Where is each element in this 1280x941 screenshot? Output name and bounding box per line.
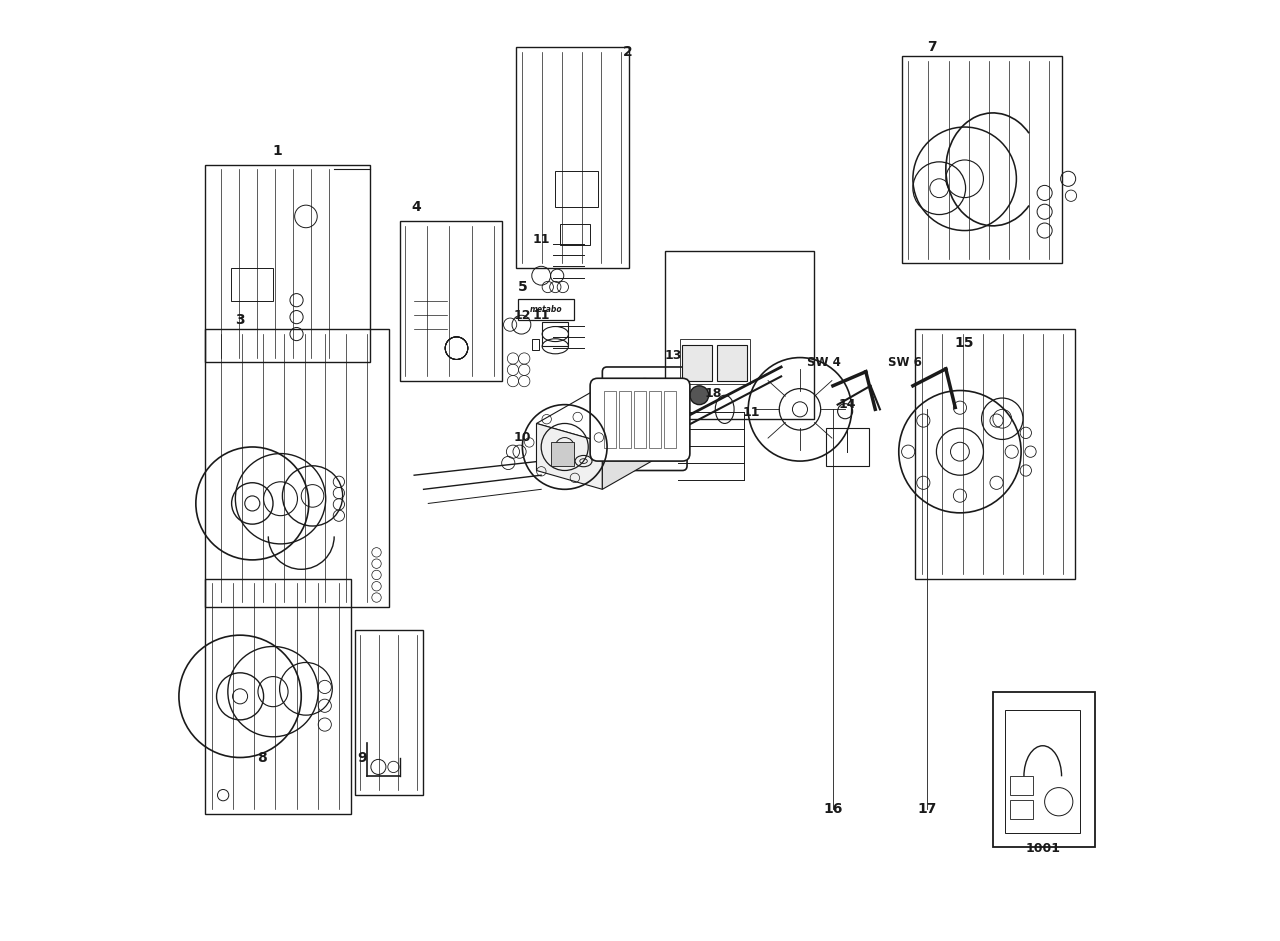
Text: 18: 18 bbox=[705, 387, 722, 400]
Bar bbox=[680, 339, 750, 384]
Text: 3: 3 bbox=[236, 313, 244, 327]
Bar bbox=[635, 391, 645, 448]
Bar bbox=[620, 391, 631, 448]
Text: 7: 7 bbox=[927, 40, 937, 54]
Bar bbox=[915, 329, 1075, 579]
Bar bbox=[543, 322, 568, 346]
Bar bbox=[827, 428, 869, 466]
Text: 13: 13 bbox=[664, 349, 682, 362]
FancyBboxPatch shape bbox=[603, 367, 687, 470]
Text: 14: 14 bbox=[838, 398, 856, 411]
Bar bbox=[1010, 776, 1033, 795]
Bar bbox=[556, 171, 598, 207]
Circle shape bbox=[690, 386, 709, 405]
Text: SW 6: SW 6 bbox=[888, 356, 923, 369]
Text: 9: 9 bbox=[357, 751, 367, 764]
Text: 8: 8 bbox=[257, 751, 266, 764]
Bar bbox=[901, 56, 1061, 263]
Text: 12: 12 bbox=[513, 309, 531, 322]
Bar bbox=[517, 299, 575, 320]
Bar bbox=[205, 329, 389, 607]
Bar bbox=[613, 413, 675, 423]
Text: 1: 1 bbox=[273, 144, 283, 157]
Bar bbox=[993, 692, 1094, 847]
Text: 17: 17 bbox=[918, 803, 937, 816]
Text: 1001: 1001 bbox=[1025, 842, 1060, 855]
Text: 11: 11 bbox=[742, 406, 760, 419]
Text: 2: 2 bbox=[623, 45, 632, 58]
Polygon shape bbox=[536, 423, 603, 489]
Bar bbox=[664, 391, 676, 448]
Bar bbox=[613, 447, 675, 456]
Polygon shape bbox=[603, 405, 668, 489]
Bar bbox=[604, 391, 616, 448]
Bar bbox=[666, 251, 814, 419]
Bar bbox=[682, 345, 713, 381]
Text: 16: 16 bbox=[823, 803, 842, 816]
Text: 15: 15 bbox=[955, 337, 974, 350]
Bar bbox=[717, 345, 748, 381]
Bar bbox=[230, 268, 273, 301]
FancyBboxPatch shape bbox=[590, 378, 690, 461]
Bar bbox=[205, 165, 370, 362]
Text: 11: 11 bbox=[532, 309, 550, 322]
Text: metabo: metabo bbox=[530, 305, 562, 314]
Bar bbox=[613, 430, 675, 439]
Bar bbox=[613, 396, 675, 406]
Bar bbox=[205, 579, 351, 814]
Bar bbox=[401, 221, 502, 381]
Bar bbox=[516, 47, 628, 268]
Bar bbox=[561, 224, 590, 245]
Text: 4: 4 bbox=[411, 200, 421, 214]
Text: SW 4: SW 4 bbox=[806, 356, 841, 369]
Text: 11: 11 bbox=[532, 233, 550, 247]
Bar bbox=[649, 391, 660, 448]
Bar bbox=[1005, 710, 1080, 833]
Bar bbox=[531, 339, 539, 350]
Text: 10: 10 bbox=[513, 431, 531, 444]
Polygon shape bbox=[550, 442, 575, 466]
Text: 5: 5 bbox=[517, 280, 527, 294]
Bar bbox=[1010, 800, 1033, 819]
Polygon shape bbox=[536, 386, 668, 442]
Bar bbox=[355, 630, 422, 795]
